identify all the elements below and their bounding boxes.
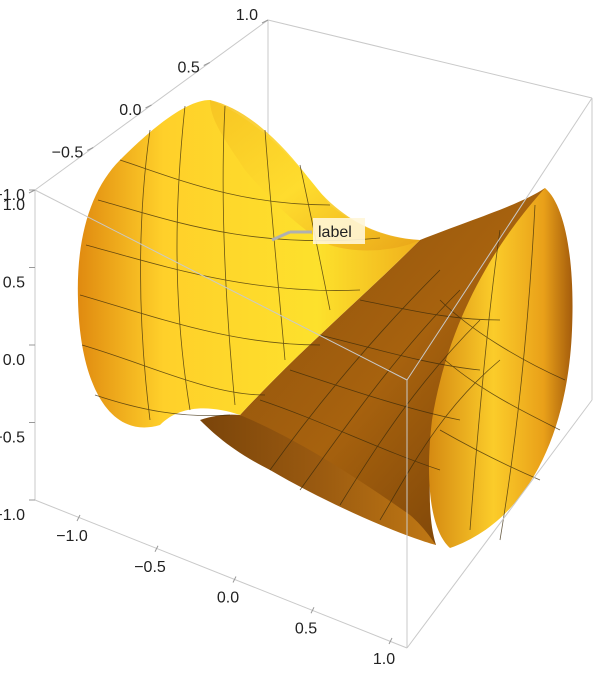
axis-vertical-tick-label: 0.5 (3, 275, 25, 292)
callout-leader (271, 230, 291, 242)
axis-bottom-tick-label: 0.0 (217, 590, 239, 607)
axis-bottom-tick-label: −0.5 (134, 559, 166, 576)
axis-vertical-tick-label: 0.0 (3, 352, 25, 369)
surface-right-tube (429, 188, 573, 548)
surface-upper-ridge (210, 100, 420, 251)
box-front-edges (34, 97, 593, 649)
axis-vertical: −1.0 −0.5 0.0 0.5 1.0 (0, 189, 35, 524)
surface-left-body (77, 100, 420, 428)
axis-back-left-tick-label: −1.0 (0, 187, 25, 204)
axis-vertical-tick-label: −0.5 (0, 430, 25, 447)
axis-vertical-tick-label: −1.0 (0, 507, 25, 524)
axis-bottom-tick (232, 576, 237, 583)
axis-back-left-tick (261, 19, 269, 24)
axis-back-left-tick-label: 0.0 (119, 102, 141, 119)
axis-back-left-tick (145, 104, 152, 109)
axis-back-left-tick-label: 0.5 (178, 60, 200, 77)
axis-bottom-tick (76, 514, 81, 522)
callout: label (271, 218, 365, 244)
axis-bottom-tick (388, 637, 393, 645)
axis-bottom-tick-label: 1.0 (373, 651, 395, 668)
axis-bottom-tick (154, 545, 159, 552)
axis-back-left-tick (87, 147, 94, 151)
surface-mesh (79, 105, 566, 541)
axis-vertical-tick-label: 1.0 (3, 197, 25, 214)
callout-label: label (318, 224, 352, 241)
axis-bottom-tick-label: −1.0 (56, 528, 88, 545)
callout-box (313, 218, 365, 244)
axis-bottom: −1.0 −0.5 0.0 0.5 1.0 (56, 514, 395, 668)
axis-bottom-tick-label: 0.5 (295, 620, 317, 637)
axis-back-left-tick-label: −0.5 (52, 145, 84, 162)
surface-bottom-skirt (200, 414, 436, 545)
axis-back-left-tick (203, 62, 210, 66)
axis-back-left: −1.0 −0.5 0.0 0.5 1.0 (0, 7, 269, 204)
axis-back-left-tick-label: 1.0 (236, 7, 258, 24)
axis-bottom-tick (310, 607, 315, 614)
saddle-surface (77, 100, 573, 548)
